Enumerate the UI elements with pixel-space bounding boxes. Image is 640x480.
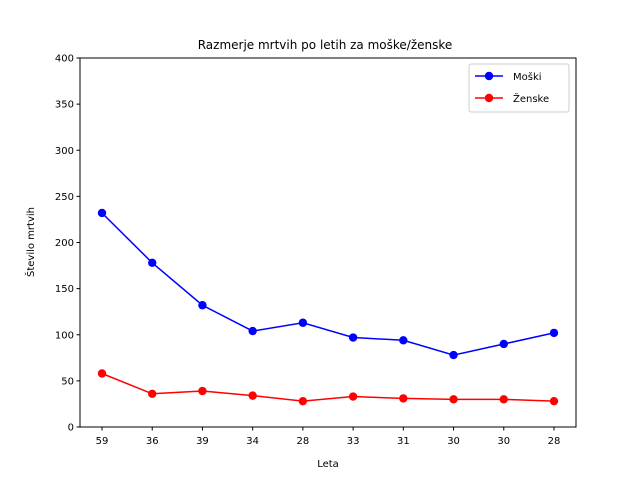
- y-tick-label: 400: [55, 54, 74, 65]
- x-tick-label: 30: [447, 436, 460, 447]
- series-2-point: [499, 395, 508, 404]
- axes: 0 50 100 150 200 250 300 350 400 59 36 39 34 28 33 31 30…: [55, 54, 577, 447]
- x-axis-label: Leta: [317, 459, 339, 470]
- x-tick-label: 59: [96, 436, 109, 447]
- series-2-point: [449, 395, 458, 404]
- legend-marker: [484, 93, 494, 103]
- series-2-point: [198, 386, 207, 396]
- y-tick-label: 350: [55, 100, 74, 111]
- x-tick-label: 28: [297, 436, 310, 447]
- y-axis-label: Število mrtvih: [24, 207, 37, 277]
- x-tick-label: 34: [246, 436, 259, 447]
- series-1-point: [248, 326, 257, 336]
- y-tick-label: 200: [55, 238, 74, 249]
- series-1-point: [97, 208, 107, 218]
- legend-label: Ženske: [513, 92, 549, 105]
- legend-label: Moški: [513, 71, 542, 83]
- y-tick-label: 50: [61, 376, 74, 387]
- legend-entry: Moški: [475, 71, 542, 83]
- y-tick-label: 0: [68, 423, 74, 434]
- y-tick-label: 150: [55, 284, 74, 295]
- series-1-line: [101, 212, 555, 356]
- x-tick-label: 28: [548, 436, 561, 447]
- series-2-point: [549, 396, 559, 406]
- legend: Moški Ženske: [468, 63, 570, 113]
- x-tick-label: 30: [497, 436, 510, 447]
- x-tick-label: 31: [397, 436, 410, 447]
- series-1-point: [449, 350, 458, 360]
- series-2-point: [348, 392, 358, 401]
- series-2-point: [298, 396, 308, 406]
- series-1-point: [499, 339, 508, 349]
- x-tick-label: 36: [146, 436, 159, 447]
- series-2: [97, 369, 559, 406]
- series-2-line: [101, 372, 555, 402]
- series-2-point: [97, 369, 107, 378]
- x-tick-label: 33: [347, 436, 360, 447]
- series-1-point: [348, 333, 358, 342]
- series-1-point: [399, 336, 408, 345]
- legend-entry: Ženske: [475, 92, 549, 105]
- legend-marker: [484, 71, 494, 81]
- series-1-point: [298, 318, 308, 327]
- series-1: [97, 208, 559, 360]
- chart-title: Razmerje mrtvih po letih za moške/ženske: [198, 38, 453, 52]
- series-2-point: [148, 389, 157, 398]
- y-tick-label: 300: [55, 146, 74, 157]
- series-1-point: [148, 258, 157, 267]
- series-1-point: [198, 301, 207, 310]
- plot-area: [97, 208, 559, 406]
- x-tick-label: 39: [196, 436, 209, 447]
- series-2-point: [399, 394, 408, 403]
- series-2-point: [248, 391, 257, 400]
- y-tick-label: 100: [55, 330, 74, 341]
- series-1-point: [549, 328, 559, 338]
- y-tick-label: 250: [55, 192, 74, 203]
